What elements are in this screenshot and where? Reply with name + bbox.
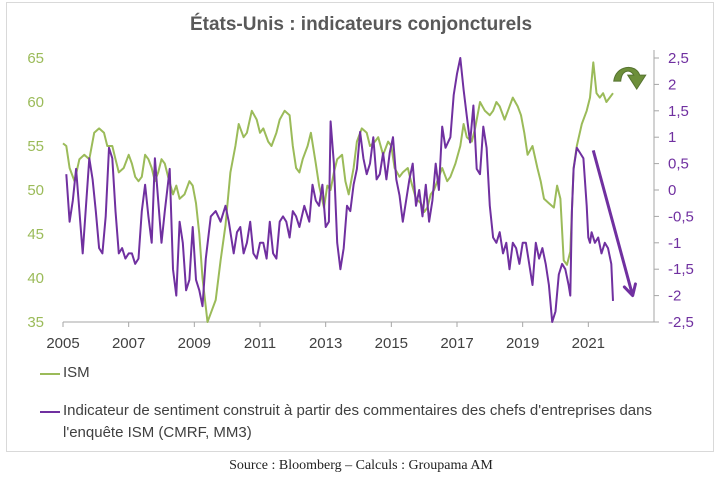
- sentiment-series: [65, 57, 614, 323]
- annotations: [591, 67, 647, 298]
- y-left-tick-label: 50: [27, 182, 44, 199]
- y-right-tick-label: -0,5: [668, 208, 694, 225]
- x-tick-label: 2013: [309, 335, 342, 352]
- x-tick-label: 2009: [178, 335, 211, 352]
- legend-item-sentiment: Indicateur de sentiment construit à part…: [40, 400, 700, 444]
- x-tick-label: 2011: [244, 335, 276, 352]
- sentiment-line: [65, 57, 614, 323]
- green-turn-arrow-icon: [613, 67, 647, 91]
- y-right-tick-label: 2,5: [668, 50, 689, 67]
- y-right-tick-label: 0: [668, 182, 676, 199]
- y-right-tick-label: 1,5: [668, 103, 689, 120]
- purple-trend-arrow-shaft: [591, 150, 635, 296]
- x-tick-label: 2015: [375, 335, 408, 352]
- chart-title: États-Unis : indicateurs conjoncturels: [190, 13, 532, 35]
- y-right-tick-label: -1,5: [668, 261, 694, 278]
- axes-layer: 2005 2007 2009 2011 2013 2015 2017 2019 2021 35 40…: [27, 50, 694, 352]
- y-right-tick-label: 2: [668, 76, 676, 93]
- y-left-tick-label: 35: [27, 314, 44, 331]
- x-tick-label: 2019: [506, 335, 539, 352]
- y-right-tick-label: -2,5: [668, 314, 694, 331]
- legend-swatch-ism: [40, 373, 60, 375]
- green-turn-arrow-shape: [613, 67, 647, 91]
- y-left-tick-label: 40: [27, 270, 44, 287]
- ism-line: [62, 61, 614, 323]
- purple-trend-arrow-head: [622, 282, 637, 298]
- y-left-tick-label: 55: [27, 138, 44, 155]
- y-right-tick-label: -2: [668, 288, 681, 305]
- y-right-tick-label: -1: [668, 235, 681, 252]
- chart-frame: [6, 2, 714, 452]
- legend-label-ism: ISM: [63, 364, 90, 381]
- x-tick-label: 2007: [112, 335, 145, 352]
- x-tick-label: 2017: [440, 335, 473, 352]
- legend-item-ism: ISM: [40, 362, 90, 384]
- source-note: Source : Bloomberg – Calculs : Groupama …: [229, 458, 493, 473]
- x-tick-label: 2021: [572, 335, 605, 352]
- x-tick-label: 2005: [46, 335, 79, 352]
- y-right-tick-label: 0,5: [668, 156, 689, 173]
- y-left-tick-label: 65: [27, 50, 44, 67]
- ism-series: [62, 61, 614, 323]
- legend-label-sentiment: Indicateur de sentiment construit à part…: [63, 402, 652, 441]
- y-left-tick-label: 45: [27, 226, 44, 243]
- y-left-tick-label: 60: [27, 94, 44, 111]
- legend-swatch-sentiment: [40, 411, 60, 413]
- y-right-tick-label: 1: [668, 129, 676, 146]
